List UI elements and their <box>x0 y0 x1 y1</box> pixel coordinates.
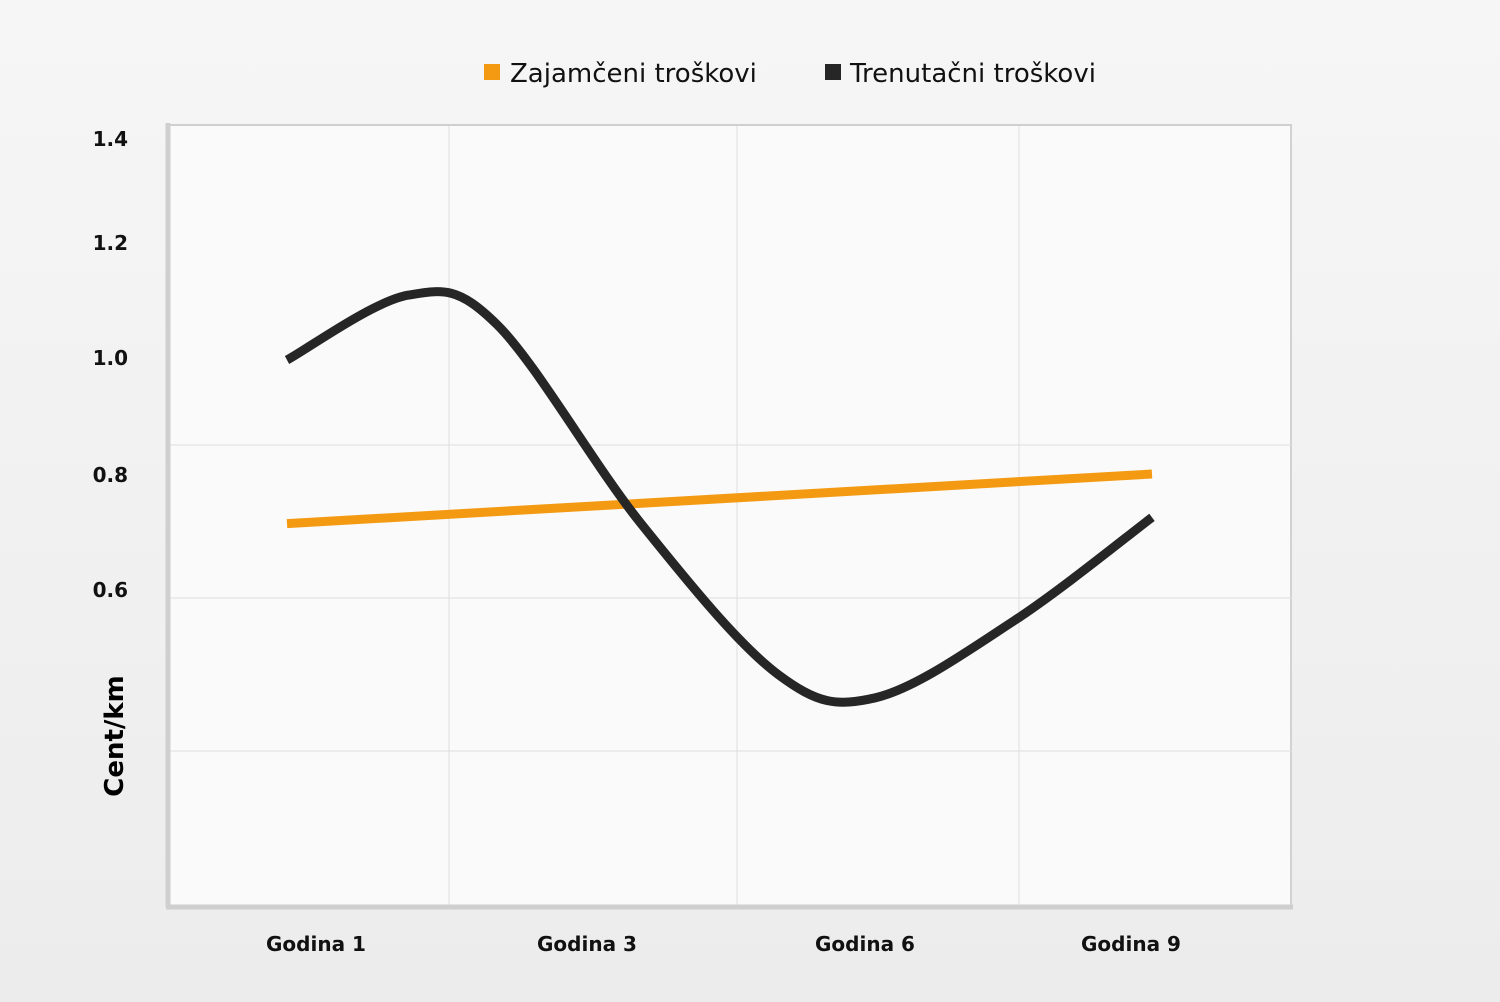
x-tick-label: Godina 6 <box>815 932 915 956</box>
x-tick-label: Godina 9 <box>1081 932 1181 956</box>
x-tick-label: Godina 3 <box>537 932 637 956</box>
y-tick-label: 0.8 <box>93 463 128 487</box>
y-tick-label: 1.2 <box>93 231 128 255</box>
legend-swatch-guaranteed <box>484 64 500 80</box>
legend-swatch-current <box>825 64 841 80</box>
series-line-current <box>284 287 1155 707</box>
y-tick-label: 0.6 <box>93 578 128 602</box>
y-tick-label: 1.4 <box>93 127 128 151</box>
legend: Zajamčeni troškovi Trenutačni troškovi <box>484 59 1096 89</box>
y-axis-label: Cent/km <box>100 675 130 797</box>
legend-label-current: Trenutačni troškovi <box>849 59 1096 89</box>
y-tick-label: 1.0 <box>93 346 128 370</box>
x-tick-label: Godina 1 <box>266 932 366 956</box>
legend-label-guaranteed: Zajamčeni troškovi <box>510 59 757 89</box>
series-line-guaranteed <box>286 469 1153 529</box>
